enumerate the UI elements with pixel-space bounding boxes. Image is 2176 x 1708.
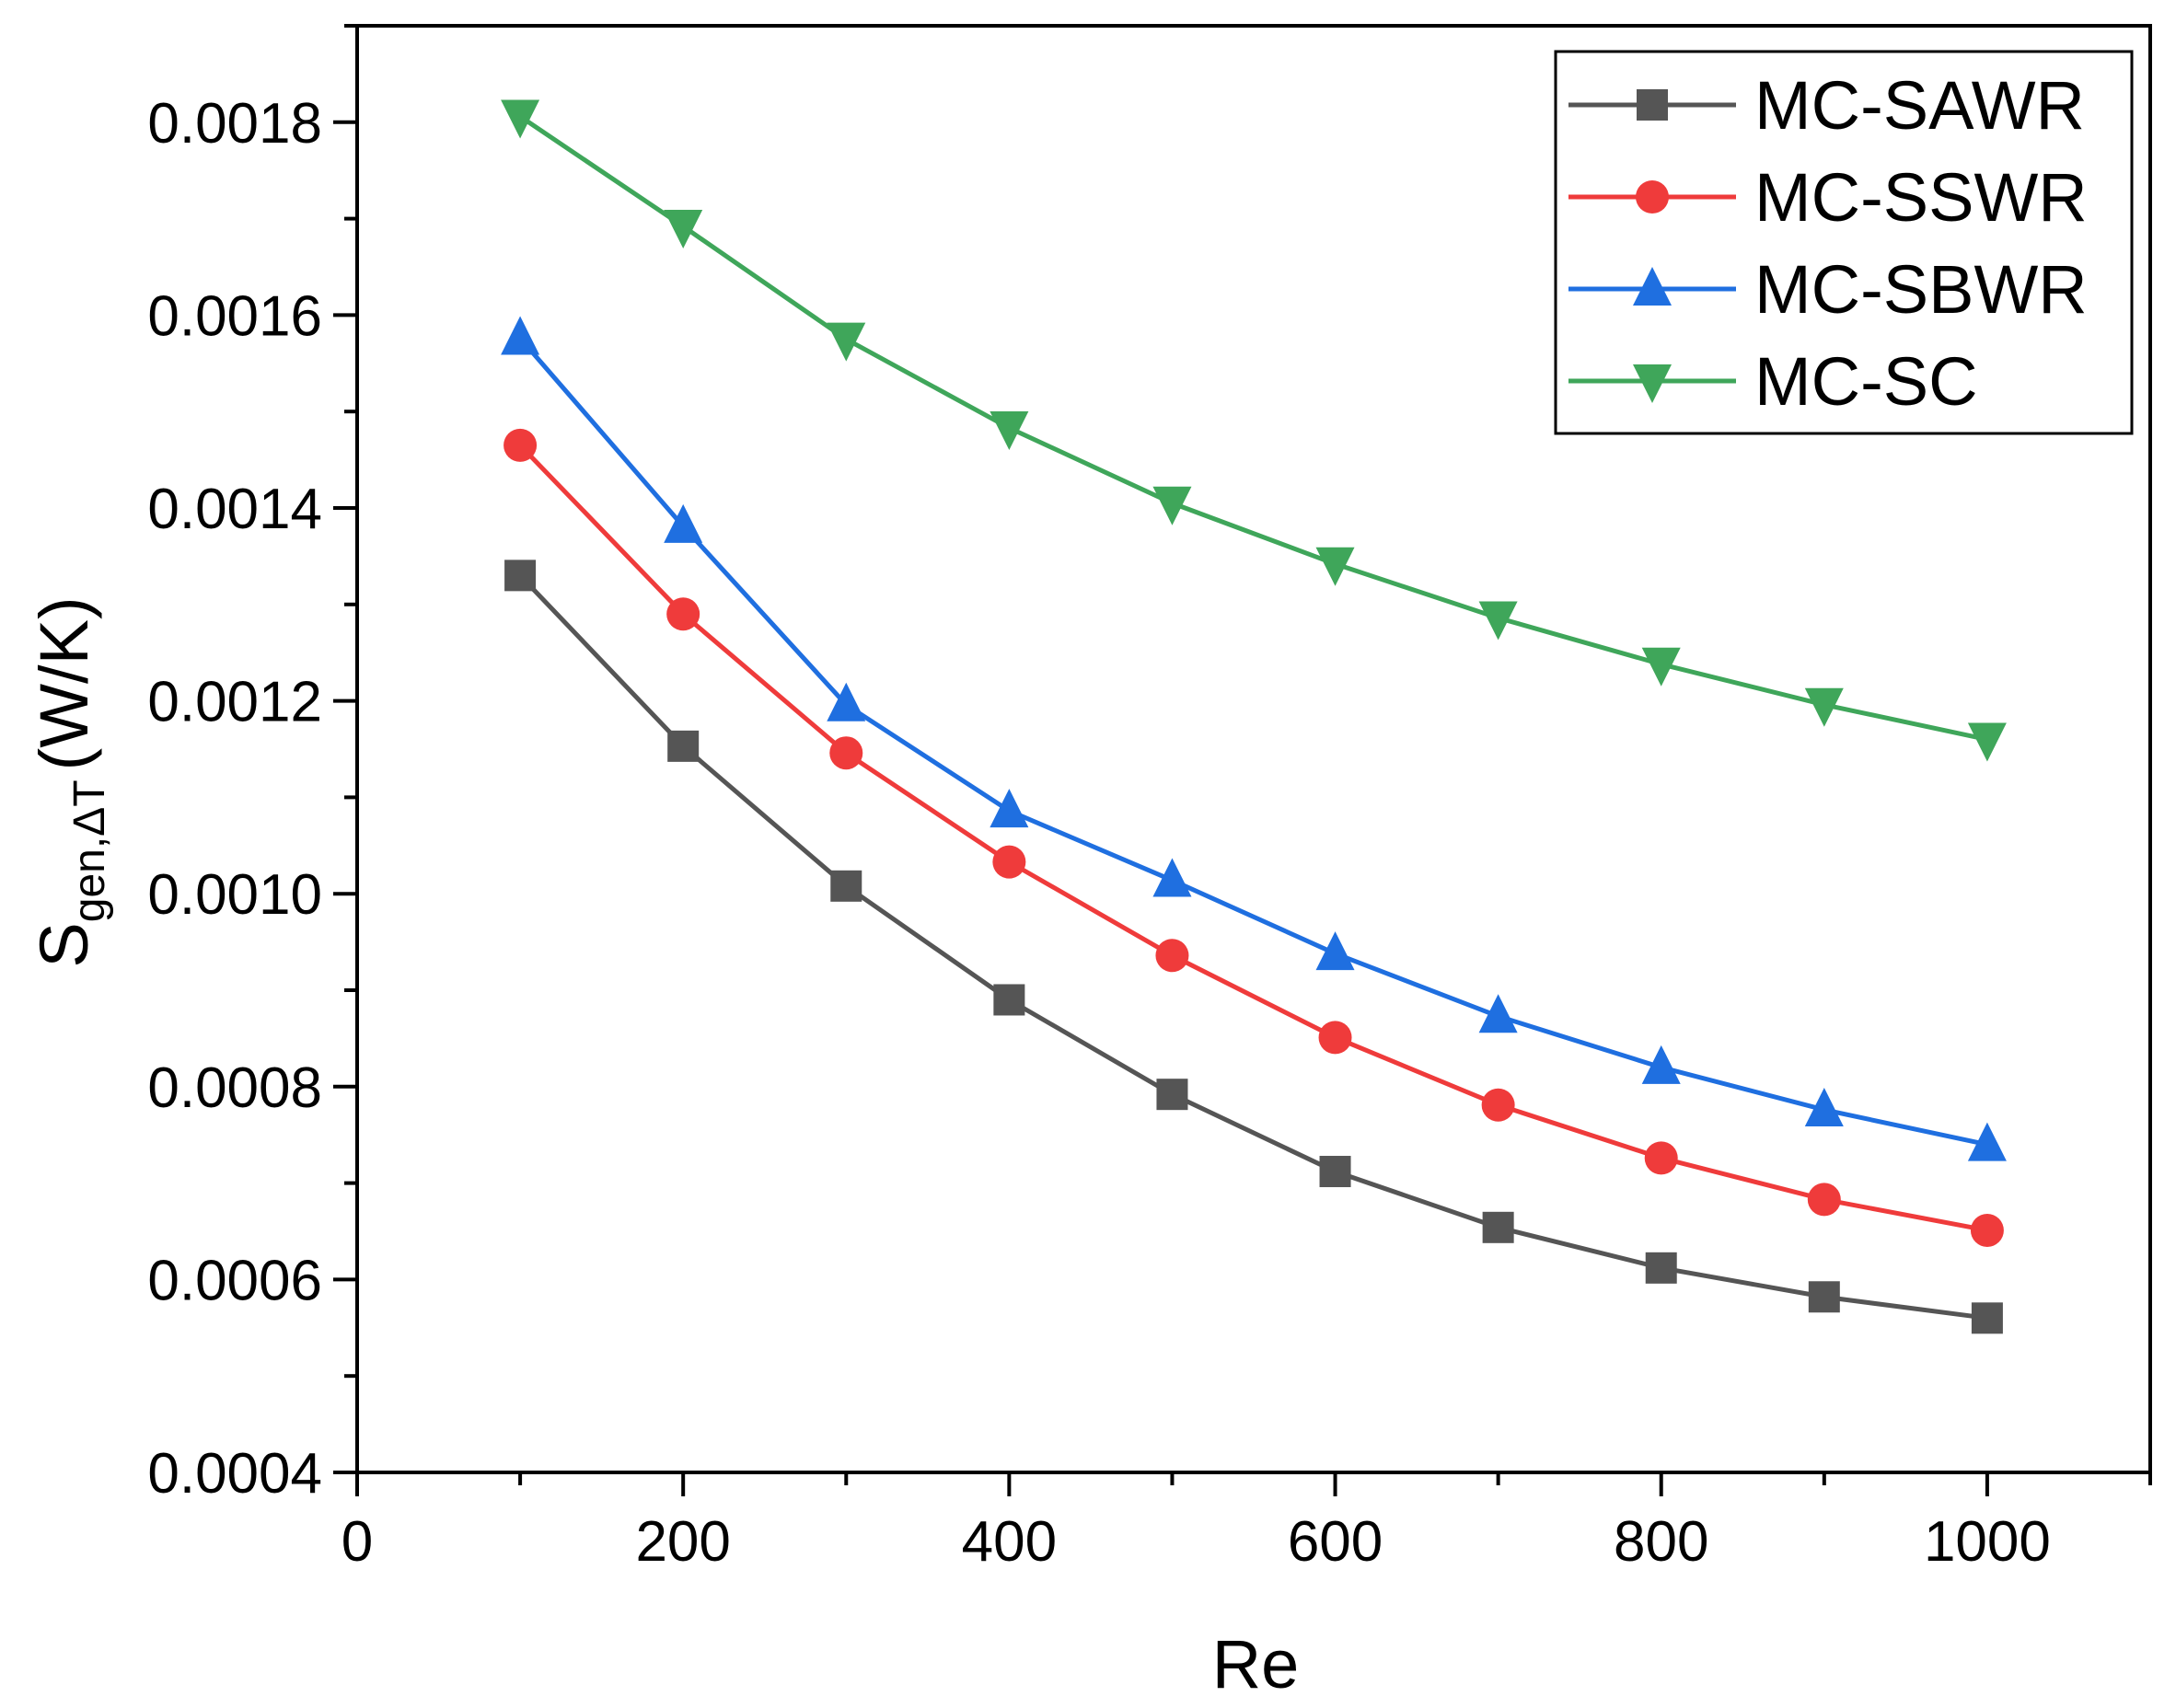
data-point [1644,1141,1678,1175]
data-point [1478,601,1518,640]
data-point [992,845,1026,879]
series-line [518,336,1988,1148]
series-line [518,444,1988,1233]
data-point [664,209,703,248]
data-point [1804,1087,1844,1126]
y-tick-label: 0.0012 [147,671,322,734]
data-point [501,316,540,355]
x-tick-label: 0 [341,1510,373,1574]
data-point [1641,647,1681,687]
series-line [518,114,1988,742]
data-point [993,984,1025,1016]
data-point [1152,858,1192,897]
y-axis-title-main: S [26,922,102,967]
x-tick-label: 800 [1614,1510,1708,1574]
y-tick-label: 0.0010 [147,863,322,927]
data-point [990,411,1029,451]
legend-item-mc-sswr: MC-SSWR [1568,159,2088,236]
data-point [1807,1183,1841,1217]
data-point [1155,939,1189,973]
x-tick-label: 600 [1288,1510,1383,1574]
data-point [1645,1252,1677,1284]
y-axis-title-unit: (W/K) [26,596,102,770]
data-point [667,730,700,762]
data-point [1156,1079,1188,1111]
series-mc-sbwr [501,316,2007,1161]
data-point [504,560,537,592]
legend-label: MC-SC [1754,343,1978,420]
x-tick-label: 1000 [1924,1510,2051,1574]
data-point [1482,1211,1514,1243]
data-point [501,99,540,139]
legend-item-mc-sbwr: MC-SBWR [1568,251,2088,328]
legend-item-mc-sc: MC-SC [1568,343,1978,420]
legend-label: MC-SBWR [1754,251,2088,328]
data-point [1319,1156,1351,1188]
y-axis-title-subscript: gen,ΔT [65,779,114,922]
data-point [1481,1088,1515,1122]
data-point [1315,547,1355,586]
legend-label: MC-SAWR [1754,67,2085,144]
data-point [666,597,700,631]
data-point [1808,1281,1840,1313]
data-point [827,322,866,362]
data-point [1152,486,1192,525]
data-point [1641,1044,1681,1084]
y-tick-label: 0.0018 [147,92,322,156]
svg-text:Sgen,ΔT(W/K): Sgen,ΔT (W/K) [26,596,114,967]
data-point [1318,1021,1352,1055]
data-point [664,503,703,543]
data-point [1478,994,1518,1033]
y-tick-label: 0.0014 [147,478,322,541]
data-point [829,736,863,770]
y-tick-label: 0.0008 [147,1056,322,1120]
data-point [827,682,866,721]
legend-marker [1636,180,1669,214]
data-point [830,870,862,902]
legend-marker [1633,364,1672,403]
x-tick-label: 200 [635,1510,730,1574]
data-point [1804,687,1844,727]
data-point [503,428,538,462]
y-tick-label: 0.0016 [147,284,322,348]
y-tick-label: 0.0006 [147,1249,322,1312]
y-axis-title: Sgen,ΔT (W/K) [26,596,114,967]
legend-marker [1633,267,1672,306]
plot-frame [355,24,2152,1474]
series-mc-sawr [504,560,2003,1334]
legend-marker [1637,89,1668,121]
data-point [1967,1122,2007,1161]
y-tick-label: 0.0004 [147,1442,322,1506]
legend-label: MC-SSWR [1754,159,2088,236]
data-point [1970,1213,2004,1247]
x-axis-title: Re [1212,1626,1300,1702]
legend: MC-SAWR MC-SSWR MC-SBWR MC-SC [1554,50,2134,435]
data-point [1315,931,1355,971]
legend-item-mc-sawr: MC-SAWR [1568,67,2085,144]
data-point [990,789,1029,828]
series-mc-sc [501,99,2007,762]
axes-layer: 0 200 400 600 800 1000 0.0004 0.0006 0.0008 0.001… [147,24,2152,1574]
data-point [1967,722,2007,762]
x-tick-label: 400 [962,1510,1057,1574]
series-mc-sswr [503,428,2004,1247]
series-layer [501,99,2007,1334]
data-point [1971,1302,2003,1334]
series-line [518,573,1988,1321]
